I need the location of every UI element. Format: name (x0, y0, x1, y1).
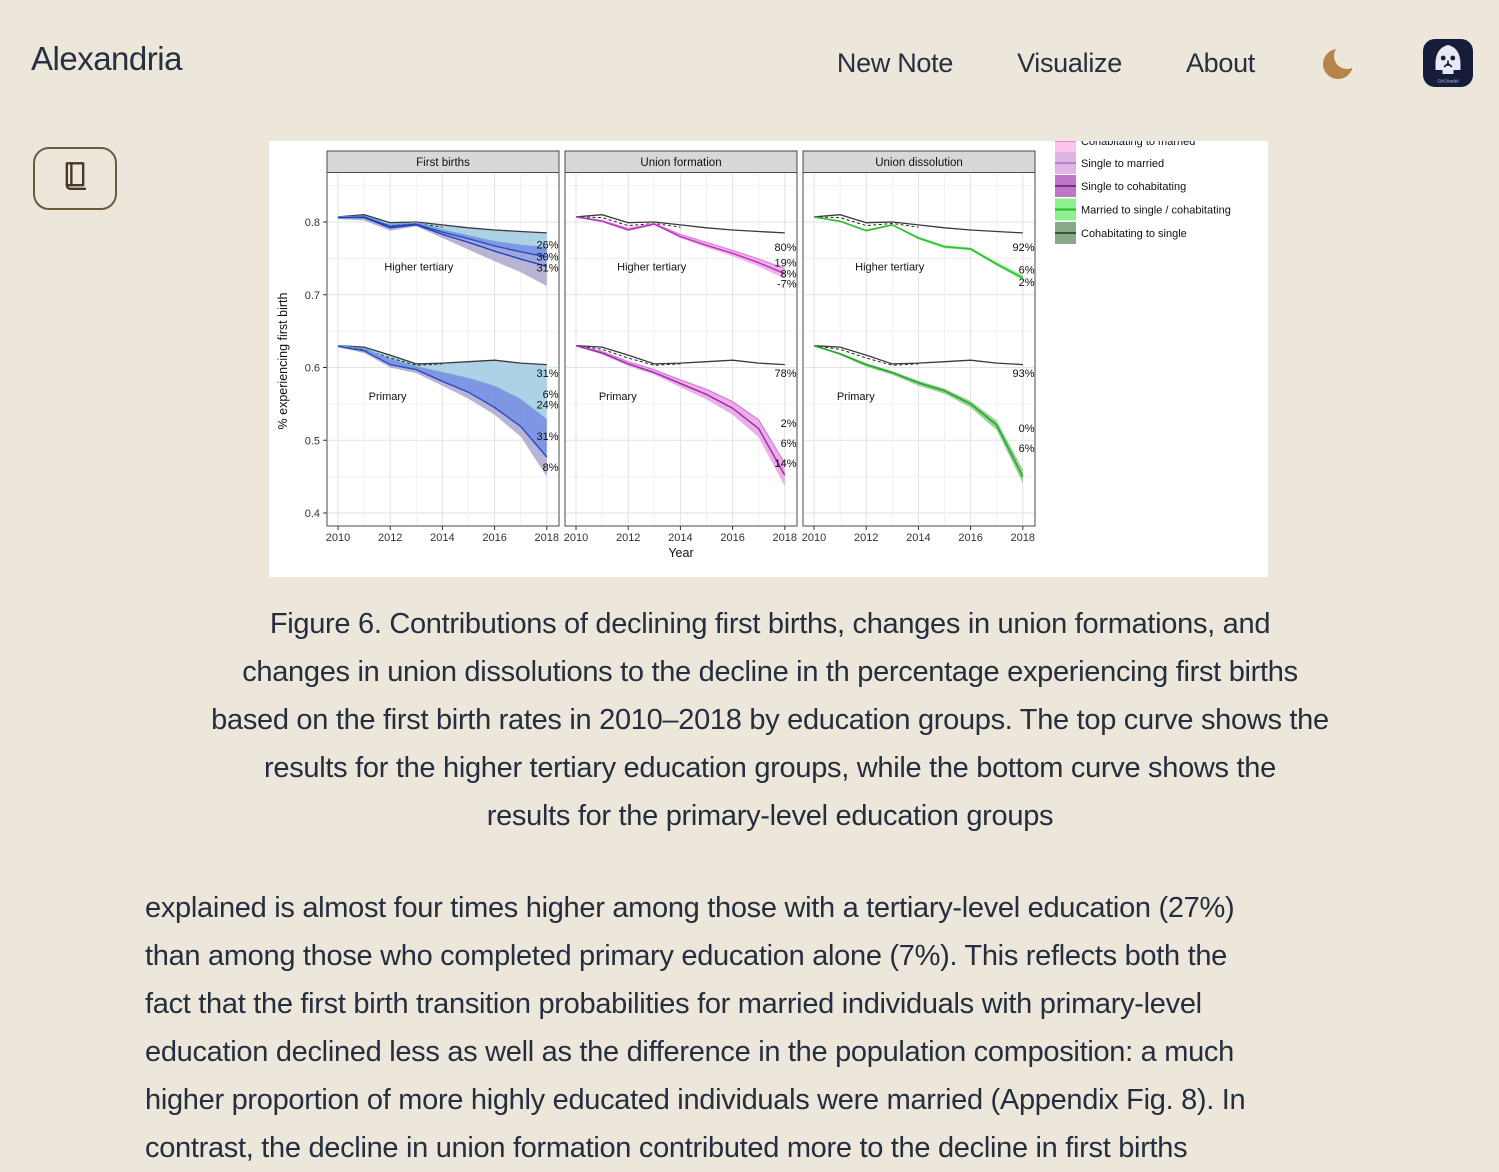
svg-text:19%: 19% (775, 257, 797, 269)
svg-text:0.8: 0.8 (305, 217, 320, 229)
svg-text:-7%: -7% (777, 278, 797, 290)
svg-text:Single to married: Single to married (1081, 158, 1164, 170)
svg-text:Married to single / cohabitati: Married to single / cohabitating (1081, 205, 1231, 217)
svg-text:24%: 24% (537, 400, 559, 412)
svg-text:6%: 6% (1019, 443, 1035, 455)
svg-text:0.5: 0.5 (305, 435, 320, 447)
caption-line: Figure 6. Contributions of declining fir… (269, 608, 1271, 640)
svg-text:0.6: 0.6 (305, 363, 320, 375)
gitcitadel-logo-icon: GitCitadel (1423, 39, 1473, 90)
svg-text:2%: 2% (781, 418, 797, 430)
paragraph-line: education declined less as well as the d… (145, 1036, 1234, 1068)
paragraph-line-clipped: contrast, the decline in union formation… (145, 1132, 1188, 1164)
svg-text:Cohabitating to married: Cohabitating to married (1081, 141, 1195, 148)
svg-text:Primary: Primary (599, 391, 637, 403)
svg-text:2014: 2014 (668, 532, 692, 544)
nav-new-note[interactable]: New Note (836, 47, 954, 78)
svg-text:Higher tertiary: Higher tertiary (384, 261, 454, 273)
caption-line: changes in union dissolutions to the dec… (242, 656, 1298, 688)
paragraph-line: higher proportion of more highly educate… (145, 1084, 1246, 1116)
svg-text:Primary: Primary (369, 391, 407, 403)
caption-line: results for the higher tertiary educatio… (264, 752, 1276, 784)
svg-text:30%: 30% (537, 252, 559, 264)
svg-text:31%: 31% (537, 368, 559, 380)
moon-icon (1319, 43, 1360, 86)
app-title: Alexandria (31, 40, 182, 77)
svg-text:% experiencing first birth: % experiencing first birth (276, 293, 290, 430)
svg-text:2018: 2018 (1011, 532, 1035, 544)
svg-text:2012: 2012 (854, 532, 878, 544)
svg-text:2016: 2016 (482, 532, 506, 544)
top-nav: New Note Visualize About GitCitadel (837, 36, 1473, 90)
gitcitadel-logo-button[interactable]: GitCitadel (1423, 39, 1473, 87)
svg-text:2016: 2016 (958, 532, 982, 544)
paragraph-line: than among those who completed primary e… (145, 940, 1228, 972)
nav-visualize[interactable]: Visualize (1017, 47, 1122, 78)
caption-line: results for the primary-level education … (486, 800, 1054, 832)
svg-text:8%: 8% (543, 462, 559, 474)
svg-text:2016: 2016 (720, 532, 744, 544)
paragraph-line: explained is almost four times higher am… (145, 892, 1235, 924)
svg-text:0%: 0% (1019, 423, 1035, 435)
nav-about[interactable]: About (1185, 47, 1255, 78)
svg-text:2018: 2018 (773, 532, 797, 544)
svg-text:Higher tertiary: Higher tertiary (617, 261, 687, 273)
svg-text:2012: 2012 (378, 532, 402, 544)
svg-text:6%: 6% (781, 438, 797, 450)
svg-text:31%: 31% (537, 262, 559, 274)
figure-caption: Figure 6. Contributions of declining fir… (140, 600, 1400, 840)
svg-text:0.4: 0.4 (305, 508, 320, 520)
svg-text:First births: First births (416, 157, 470, 169)
svg-text:Single to cohabitating: Single to cohabitating (1081, 181, 1186, 193)
svg-text:2%: 2% (1019, 277, 1035, 289)
svg-text:Primary: Primary (837, 391, 875, 403)
svg-text:2014: 2014 (906, 532, 930, 544)
gitcitadel-logo-label: GitCitadel (1437, 79, 1458, 85)
svg-text:8%: 8% (781, 268, 797, 280)
page: { "page": {"bg": "#EDE6DA", "text_color"… (31, 36, 1473, 1164)
svg-text:2018: 2018 (535, 532, 559, 544)
svg-text:Higher tertiary: Higher tertiary (855, 261, 925, 273)
svg-text:2010: 2010 (326, 532, 350, 544)
svg-text:0.7: 0.7 (305, 290, 320, 302)
svg-text:93%: 93% (1013, 368, 1035, 380)
svg-text:Cohabitating to single: Cohabitating to single (1081, 228, 1187, 240)
svg-text:2012: 2012 (616, 532, 640, 544)
svg-text:Union dissolution: Union dissolution (875, 157, 963, 169)
svg-text:14%: 14% (775, 458, 797, 470)
svg-text:Year: Year (668, 546, 693, 560)
caption-line: based on the first birth rates in 2010–2… (211, 704, 1329, 736)
svg-text:6%: 6% (1019, 265, 1035, 277)
svg-text:2014: 2014 (430, 532, 454, 544)
figure-chart-svg: % experiencing first birth 0.8 0.7 0.6 0.5 0.… (276, 141, 1231, 560)
svg-text:26%: 26% (537, 240, 559, 252)
article-paragraph: explained is almost four times higher am… (145, 884, 1415, 1172)
svg-text:2010: 2010 (564, 532, 588, 544)
svg-text:80%: 80% (775, 242, 797, 254)
svg-text:78%: 78% (775, 368, 797, 380)
svg-text:31%: 31% (537, 431, 559, 443)
reader-view-button[interactable] (33, 147, 117, 210)
svg-text:2010: 2010 (802, 532, 826, 544)
svg-text:6%: 6% (543, 389, 559, 401)
figure-chart: % experiencing first birth 0.8 0.7 0.6 0.5 0.… (269, 141, 1268, 577)
dark-mode-toggle[interactable] (1319, 43, 1360, 86)
book-icon (54, 157, 96, 200)
paragraph-line: fact that the first birth transition pro… (145, 988, 1202, 1020)
svg-text:92%: 92% (1013, 242, 1035, 254)
svg-text:Union formation: Union formation (640, 157, 721, 169)
